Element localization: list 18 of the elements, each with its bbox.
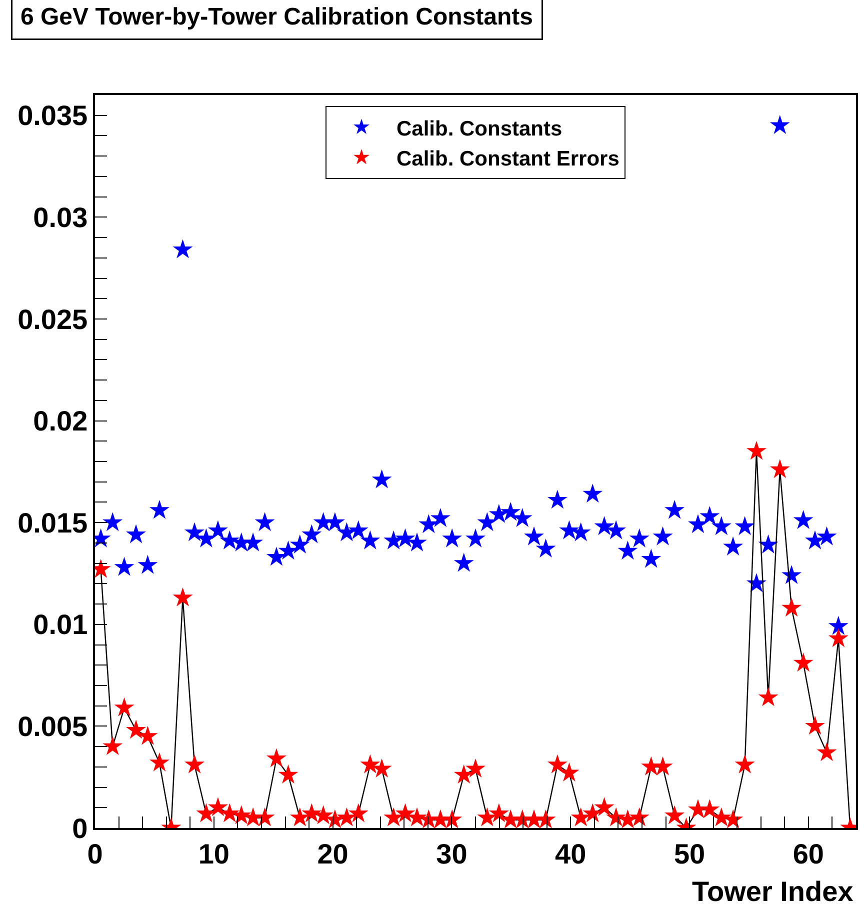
y-tick-label: 0.005 xyxy=(18,710,88,742)
y-tick-label: 0.02 xyxy=(33,406,88,437)
legend-label: Calib. Constant Errors xyxy=(396,148,620,171)
y-tick-label: 0 xyxy=(72,812,88,844)
y-tick-label: 0.01 xyxy=(33,609,88,640)
y-tick-label: 0.015 xyxy=(18,507,88,538)
y-tick-label: 0.03 xyxy=(33,202,88,233)
x-tick-label: 60 xyxy=(792,838,824,870)
x-tick-label: 50 xyxy=(674,838,706,870)
chart-title: 6 GeV Tower-by-Tower Calibration Constants xyxy=(20,4,534,30)
legend-label: Calib. Constants xyxy=(396,117,562,140)
x-axis-title: Tower Index xyxy=(692,876,854,907)
x-tick-label: 40 xyxy=(555,838,586,870)
x-tick-label: 10 xyxy=(198,838,230,870)
y-tick-label: 0.035 xyxy=(18,100,88,132)
y-tick-label: 0.025 xyxy=(18,304,88,335)
x-tick-label: 20 xyxy=(317,838,348,870)
x-tick-label: 30 xyxy=(436,838,468,870)
